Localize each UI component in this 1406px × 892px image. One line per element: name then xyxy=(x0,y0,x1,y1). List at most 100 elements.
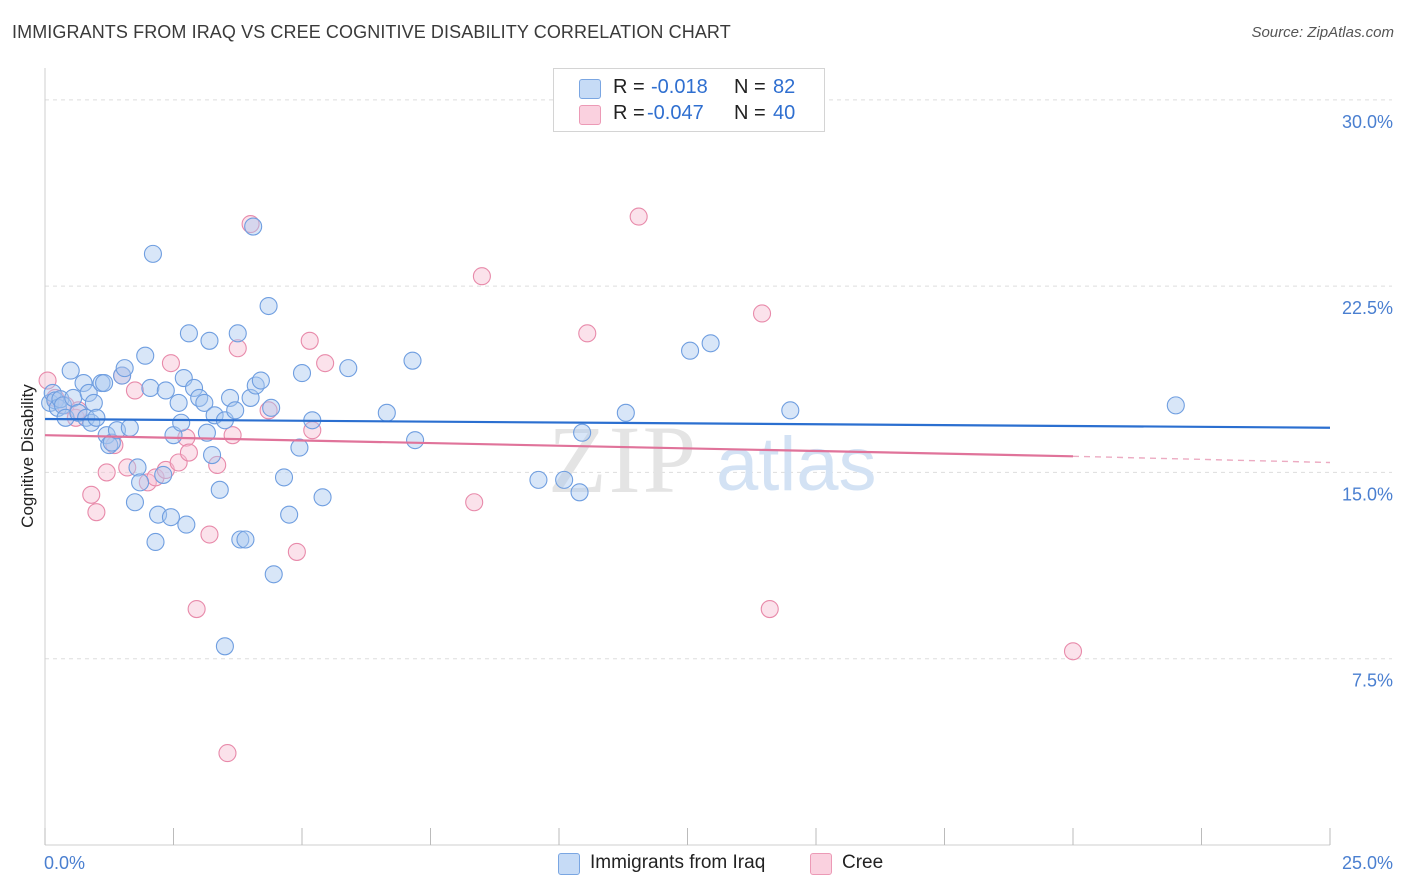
iraq-point xyxy=(190,388,209,407)
cree-point xyxy=(82,485,101,504)
iraq-point xyxy=(120,418,139,437)
chart-title: IMMIGRANTS FROM IRAQ VS CREE COGNITIVE D… xyxy=(12,22,731,42)
cree-point xyxy=(125,381,144,400)
iraq-point xyxy=(236,530,255,549)
iraq-point xyxy=(313,488,332,507)
iraq-point xyxy=(169,393,188,412)
iraq-point xyxy=(573,423,592,442)
iraq-point xyxy=(228,324,247,343)
cree-point xyxy=(287,542,306,561)
y-tick-label: 22.5% xyxy=(1342,298,1393,318)
y-axis-label: Cognitive Disability xyxy=(18,384,37,528)
cree-point xyxy=(629,207,648,226)
iraq-point xyxy=(244,217,263,236)
iraq-point xyxy=(1166,396,1185,415)
iraq-point xyxy=(403,351,422,370)
iraq-point xyxy=(136,346,155,365)
cree-trend-line xyxy=(44,434,1074,458)
iraq-point xyxy=(259,296,278,316)
y-tick-label: 7.5% xyxy=(1352,671,1393,691)
iraq-point xyxy=(154,465,173,484)
legend-swatch-iraq xyxy=(579,79,601,99)
cree-point xyxy=(87,503,106,522)
iraq-point xyxy=(141,378,160,398)
legend-n-label: N = xyxy=(734,102,766,124)
x-tick-label: 25.0% xyxy=(1342,853,1393,873)
iraq-point xyxy=(210,480,229,499)
iraq-point xyxy=(131,473,150,492)
iraq-point xyxy=(179,324,198,343)
iraq-point xyxy=(200,331,219,350)
iraq-point xyxy=(172,413,191,432)
cree-point xyxy=(179,443,198,462)
iraq-point xyxy=(95,373,114,393)
cree-point xyxy=(223,426,242,445)
iraq-point xyxy=(195,393,214,412)
iraq-point xyxy=(377,403,396,422)
iraq-point xyxy=(264,565,283,584)
cree-point xyxy=(300,331,319,350)
cree-point xyxy=(118,458,137,477)
legend-label-iraq: Immigrants from Iraq xyxy=(590,852,766,873)
legend-r-label: R = xyxy=(613,76,645,98)
cree-point xyxy=(200,525,219,544)
cree-point xyxy=(578,324,597,343)
iraq-point xyxy=(203,445,222,465)
cree-point xyxy=(161,354,180,373)
iraq-point xyxy=(781,401,800,420)
iraq-point xyxy=(77,408,96,427)
iraq-point xyxy=(146,532,165,552)
iraq-point xyxy=(226,401,245,420)
y-tick-label: 15.0% xyxy=(1342,484,1393,504)
legend-n-value: 40 xyxy=(773,102,796,124)
cree-point xyxy=(218,744,237,763)
iraq-point xyxy=(292,364,312,383)
cree-point xyxy=(187,599,206,619)
cree-point xyxy=(259,401,278,420)
iraq-point xyxy=(681,341,700,360)
iraq-point xyxy=(616,403,635,422)
iraq-point xyxy=(113,366,132,385)
iraq-point xyxy=(570,483,589,502)
legend-r-label: R = xyxy=(613,102,645,124)
source-credit: Source: ZipAtlas.com xyxy=(1251,24,1394,41)
cree-point xyxy=(316,354,335,373)
iraq-point xyxy=(61,361,80,380)
cree-point xyxy=(97,463,116,482)
iraq-point xyxy=(84,393,103,412)
iraq-point xyxy=(251,371,270,390)
iraq-point xyxy=(125,493,144,512)
y-tick-label: 30.0% xyxy=(1342,112,1393,132)
iraq-point xyxy=(74,373,93,393)
iraq-point xyxy=(128,458,147,477)
iraq-point xyxy=(274,468,294,487)
cree-point xyxy=(241,215,260,234)
cree-point xyxy=(228,339,247,358)
legend-swatch-cree xyxy=(810,853,832,875)
series-legend: Immigrants from Iraq Cree xyxy=(0,852,1406,878)
tick-labels: 7.5% 15.0% 22.5% 30.0% 0.0% 25.0% xyxy=(44,112,1393,873)
cree-point xyxy=(760,599,779,619)
legend-label-cree: Cree xyxy=(842,852,884,873)
iraq-point xyxy=(161,508,180,527)
cree-trend-extension xyxy=(1072,455,1331,464)
cree-point xyxy=(208,455,227,475)
legend-row-iraq: R = -0.018 N = 82 xyxy=(554,76,824,102)
iraq-point xyxy=(87,408,106,427)
iraq-point xyxy=(246,376,265,395)
iraq-point xyxy=(231,530,250,549)
cree-point xyxy=(752,304,772,323)
legend-r-value: -0.018 xyxy=(651,76,708,98)
x-tick-label: 0.0% xyxy=(44,853,85,873)
iraq-point xyxy=(143,244,162,263)
legend-swatch-cree xyxy=(579,105,601,125)
stats-legend: R = -0.018 N = 82 R = -0.047 N = 40 xyxy=(553,68,825,132)
iraq-point xyxy=(262,398,281,417)
iraq-point xyxy=(406,431,425,450)
iraq-points xyxy=(41,217,1185,656)
cree-point xyxy=(472,267,491,286)
iraq-trend-line xyxy=(44,417,1331,429)
legend-row-cree: R = -0.047 N = 40 xyxy=(554,102,824,128)
iraq-point xyxy=(156,381,175,400)
legend-swatch-iraq xyxy=(558,853,580,875)
